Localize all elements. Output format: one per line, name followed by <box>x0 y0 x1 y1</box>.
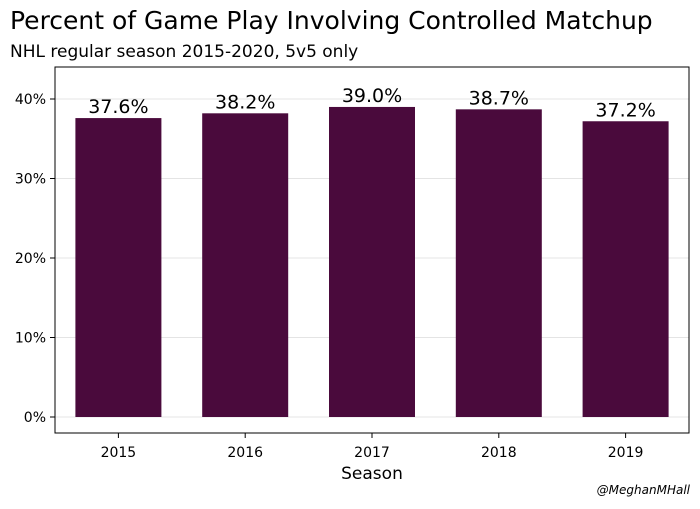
y-tick-label: 10% <box>15 331 46 347</box>
x-tick-label-2017: 2017 <box>354 445 390 461</box>
data-label-2015: 37.6% <box>88 96 148 118</box>
data-label-2017: 39.0% <box>342 85 402 107</box>
chart-subtitle: NHL regular season 2015-2020, 5v5 only <box>10 42 359 62</box>
x-tick-label-2016: 2016 <box>227 445 263 461</box>
y-tick-label: 0% <box>24 410 46 426</box>
bar-2016 <box>202 113 289 417</box>
bar-2015 <box>75 118 162 417</box>
y-tick-label: 40% <box>15 92 46 108</box>
bar-2019 <box>582 121 669 417</box>
y-tick-label: 30% <box>15 172 46 188</box>
data-label-2019: 37.2% <box>595 99 655 121</box>
bar-2018 <box>455 109 542 418</box>
x-axis-title: Season <box>341 464 403 484</box>
bar-2017 <box>329 106 415 417</box>
y-axis: 0% 10% 20% 30% 40% <box>15 92 55 426</box>
chart-title: Percent of Game Play Involving Controlle… <box>10 6 653 35</box>
bars <box>75 106 669 418</box>
data-labels: 37.6% 38.2% 39.0% 38.7% 37.2% <box>88 85 656 121</box>
x-tick-label-2015: 2015 <box>101 445 137 461</box>
data-label-2016: 38.2% <box>215 91 275 113</box>
data-label-2018: 38.7% <box>469 87 529 109</box>
x-tick-label-2018: 2018 <box>481 445 517 461</box>
x-tick-label-2019: 2019 <box>608 445 644 461</box>
credit-text: @MeghanMHall <box>596 483 690 497</box>
y-tick-label: 20% <box>15 251 46 267</box>
x-axis: 2015 2016 2017 2018 2019 <box>101 433 644 461</box>
